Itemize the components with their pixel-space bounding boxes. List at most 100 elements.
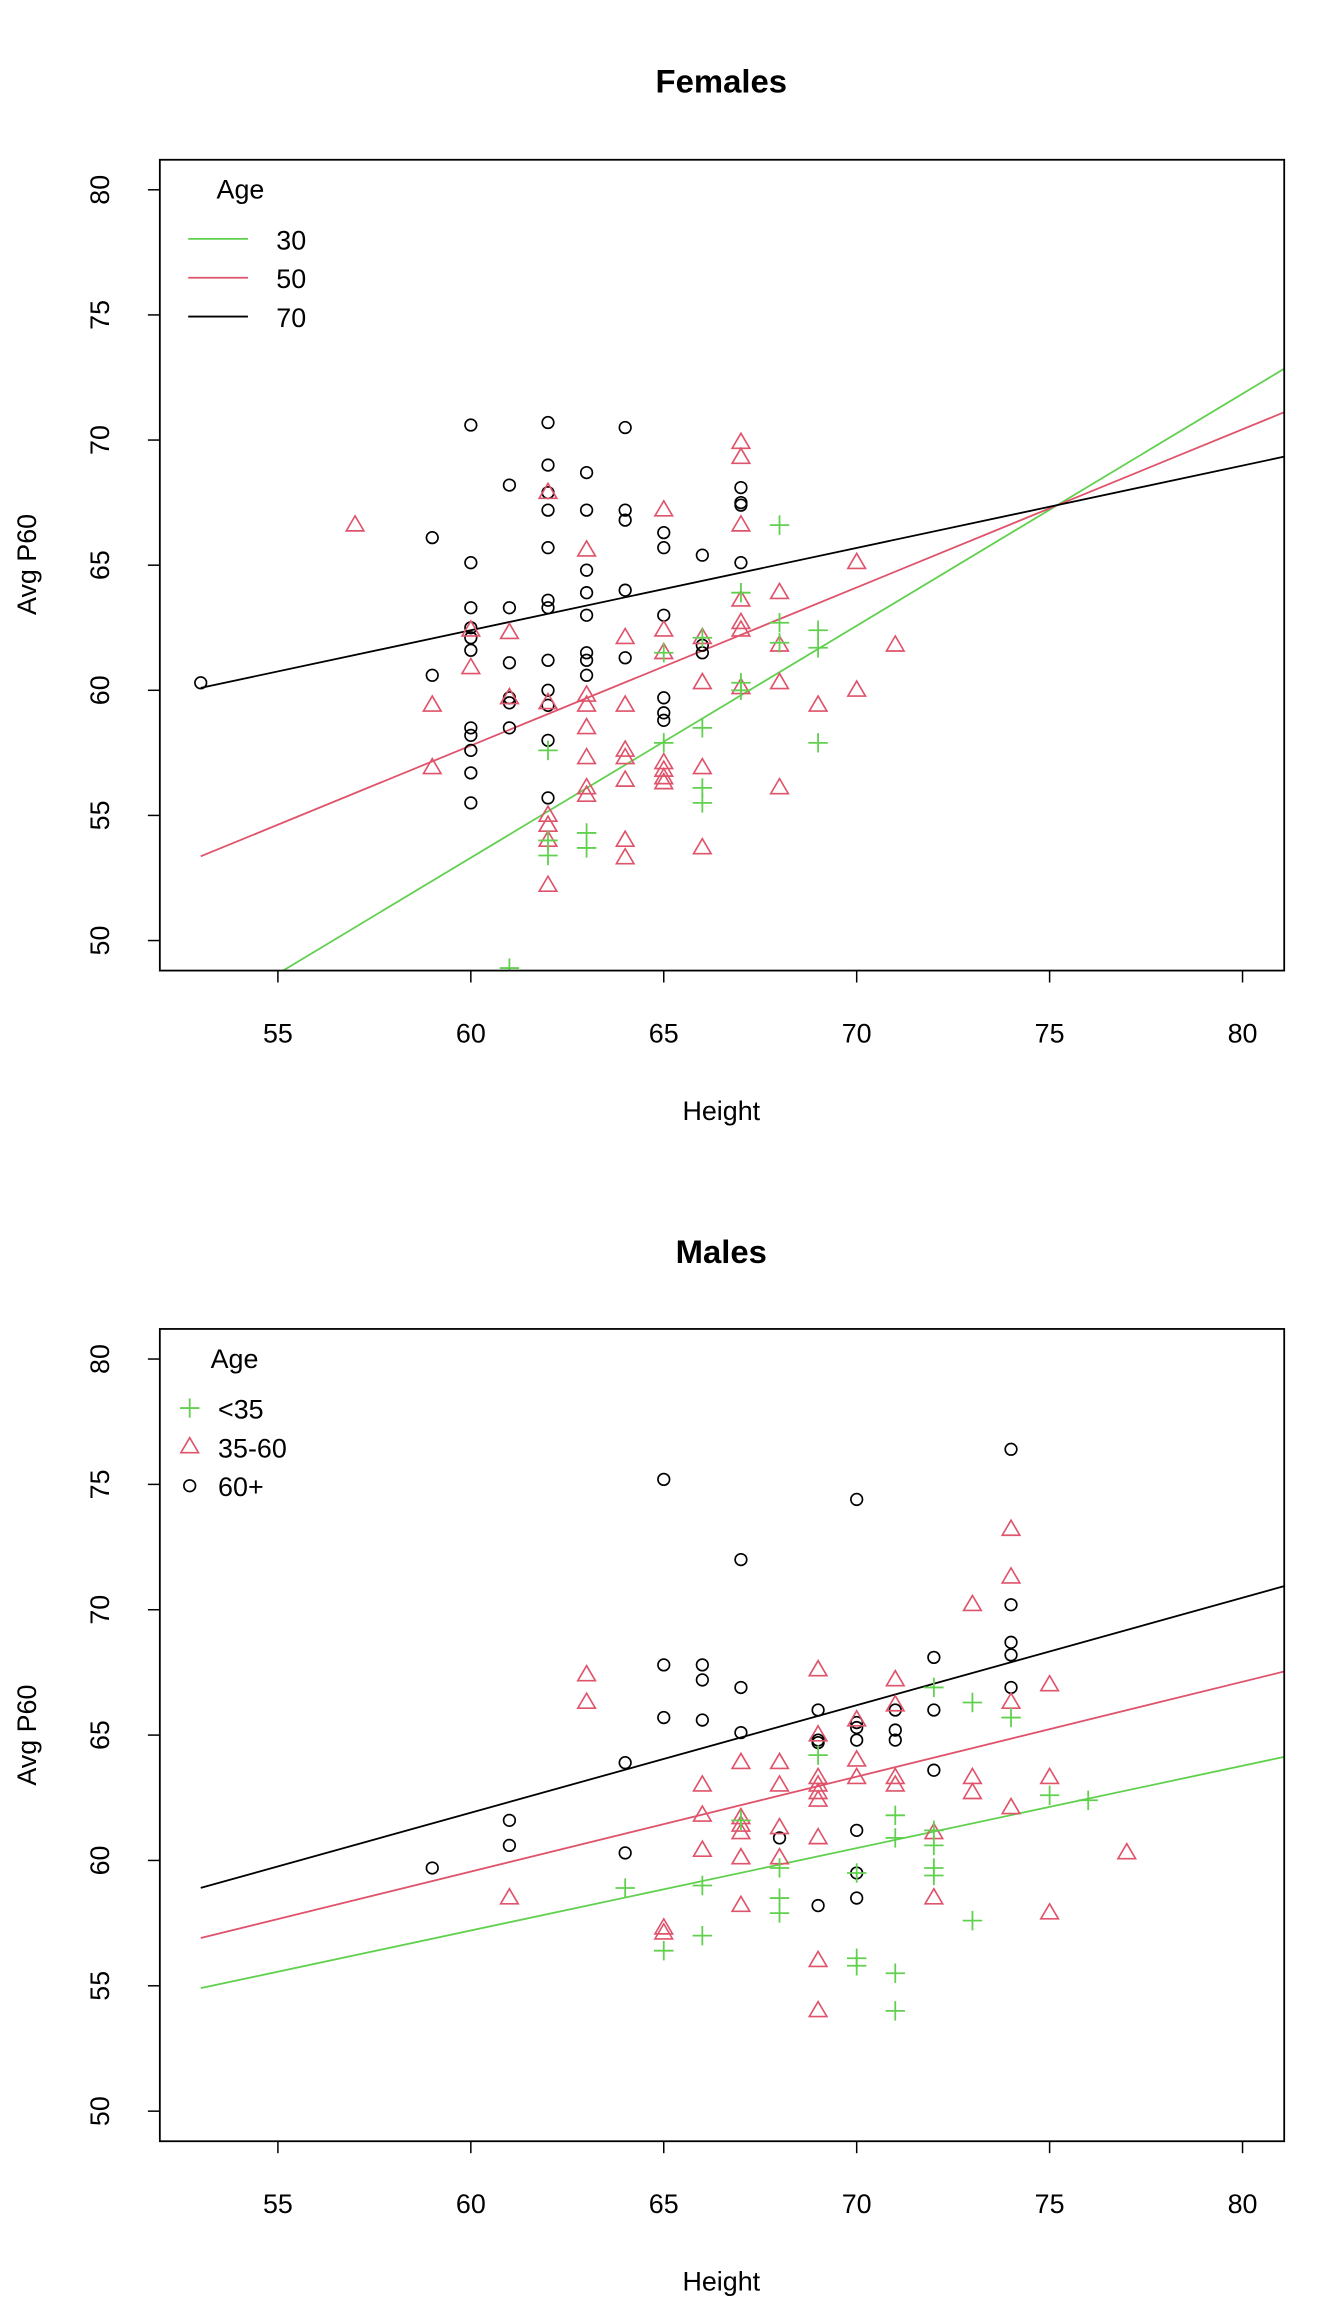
y-tick-label: 70 (85, 1595, 115, 1625)
data-point-triangle (769, 671, 790, 690)
data-point-triangle (614, 739, 636, 757)
x-tick-label: 60 (456, 2189, 486, 2219)
data-point-triangle (614, 847, 636, 865)
data-point-triangle (576, 694, 597, 712)
data-point-triangle (499, 1887, 520, 1905)
data-point-plus (1039, 1785, 1060, 1805)
legend: Age 30 50 70 (188, 175, 306, 333)
data-point-triangle (730, 1751, 752, 1770)
data-point-circle (541, 683, 555, 697)
data-point-triangle (885, 634, 906, 652)
data-point-triangle (692, 756, 713, 775)
data-point-circle (579, 465, 594, 480)
fit-line-30 (281, 367, 1285, 971)
data-point-plus (808, 733, 828, 753)
data-point-plus (731, 680, 751, 701)
data-point-triangle (692, 837, 713, 855)
data-point-circle (579, 653, 594, 667)
data-point-circle (579, 503, 594, 517)
data-point-circle (657, 1658, 671, 1672)
data-point-triangle (885, 1774, 906, 1792)
data-point-triangle (846, 679, 867, 697)
data-point-triangle (576, 784, 597, 802)
fit-line-35-60 (200, 1670, 1285, 1939)
y-tick-label: 60 (85, 675, 115, 705)
fit-line-<35 (200, 1755, 1285, 1990)
data-point-plus (846, 1956, 867, 1976)
data-point-triangle (730, 1847, 752, 1865)
legend-label: 60+ (218, 1472, 264, 1502)
data-point-triangle (692, 1804, 713, 1822)
data-point-triangle (730, 619, 752, 637)
data-point-triangle (962, 1766, 983, 1785)
data-point-plus (808, 1745, 828, 1765)
x-tick-label: 55 (263, 2189, 293, 2219)
data-point-plus (615, 1878, 635, 1898)
legend-marker-triangle (179, 1436, 200, 1454)
y-tick-label: 80 (85, 175, 115, 205)
data-point-triangle (769, 1774, 790, 1792)
data-point-circle (425, 668, 439, 682)
data-point-triangle (576, 1691, 597, 1710)
data-point-circle (464, 743, 478, 758)
data-point-circle (695, 1713, 709, 1727)
data-point-plus (846, 1863, 867, 1883)
y-axis-label: Avg P60 (12, 1685, 42, 1786)
legend-title: Age (211, 1344, 259, 1374)
data-point-circle (657, 713, 671, 727)
data-point-triangle (576, 1664, 597, 1682)
x-tick-label: 80 (1228, 1018, 1258, 1048)
y-tick-label: 55 (85, 800, 115, 830)
data-point-circle (541, 415, 555, 430)
data-point-triangle (653, 619, 674, 637)
data-point-circle (657, 541, 671, 555)
data-point-plus (885, 1805, 905, 1826)
data-point-plus (692, 793, 713, 813)
data-point-plus (885, 2001, 905, 2021)
data-point-circle (618, 583, 632, 597)
data-point-circle (464, 418, 478, 432)
data-point-triangle (614, 769, 636, 787)
data-point-triangle (730, 446, 752, 465)
data-point-triangle (807, 1781, 829, 1800)
data-point-circle (850, 1891, 864, 1905)
data-point-circle (657, 525, 671, 540)
data-point-plus (924, 1865, 944, 1886)
data-point-circle (927, 1763, 941, 1777)
data-point-circle (464, 796, 478, 810)
data-point-plus (731, 582, 751, 603)
data-point-triangle (692, 1774, 713, 1792)
data-point-triangle (576, 539, 597, 557)
data-point-circle (579, 646, 594, 660)
data-point-plus (1078, 1790, 1098, 1810)
data-point-triangle (846, 1766, 867, 1785)
data-point-triangle (730, 1894, 752, 1913)
data-point-circle (1004, 1442, 1018, 1456)
data-point-triangle (460, 656, 482, 675)
x-tick-label: 70 (842, 1018, 872, 1048)
data-point-circle (734, 1680, 748, 1695)
data-point-circle (502, 721, 517, 735)
legend-label: <35 (218, 1395, 264, 1425)
data-point-plus (692, 628, 713, 648)
data-point-circle (464, 728, 478, 742)
data-point-triangle (1039, 1902, 1060, 1920)
data-point-plus (769, 1903, 790, 1923)
data-point-triangle (422, 694, 443, 712)
data-point-triangle (653, 1922, 674, 1940)
y-tick-label: 65 (85, 550, 115, 580)
data-point-triangle (730, 514, 752, 532)
data-point-circle (579, 608, 594, 622)
females-panel: Females Height Avg P60 55 60 65 70 75 80 50 55 6… (12, 63, 1286, 1126)
data-point-triangle (653, 759, 674, 777)
data-point-triangle (846, 1709, 867, 1727)
data-point-circle (425, 531, 439, 545)
x-axis-label: Height (682, 2267, 760, 2297)
data-point-plus (576, 838, 597, 858)
legend-label: 30 (276, 225, 306, 255)
legend-marker-plus (179, 1398, 200, 1418)
data-point-triangle (885, 1669, 906, 1687)
plot-frame (158, 1328, 1286, 2143)
y-tick-label: 55 (85, 1971, 115, 2001)
